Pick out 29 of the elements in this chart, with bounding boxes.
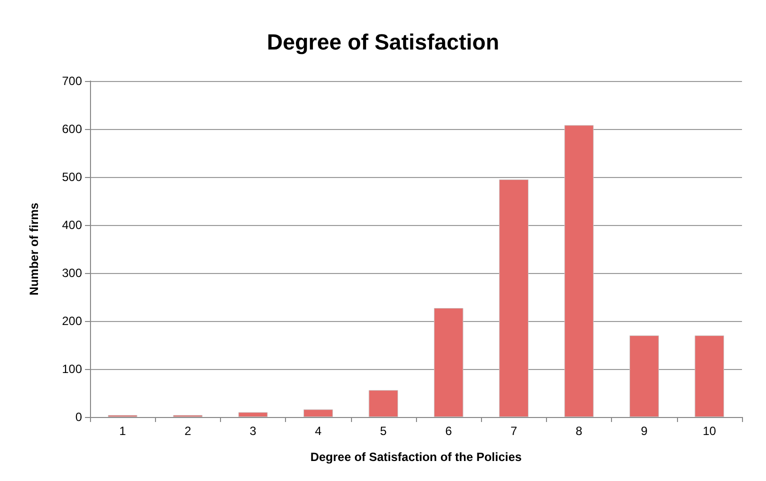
x-tick-label: 3 (250, 424, 257, 438)
bar (499, 179, 528, 417)
x-tick-label: 10 (702, 424, 716, 438)
y-tick-label: 400 (62, 218, 82, 232)
x-tick-label: 6 (445, 424, 452, 438)
y-axis-title: Number of firms (27, 202, 41, 296)
bar (630, 335, 659, 417)
y-tick-label: 0 (75, 410, 82, 424)
y-tick-label: 700 (62, 74, 82, 88)
bar (304, 409, 333, 417)
x-tick-label: 1 (119, 424, 126, 438)
bar (434, 308, 464, 417)
x-tick-label: 5 (380, 424, 388, 438)
y-tick-label: 200 (62, 314, 82, 328)
y-tick-label: 600 (62, 122, 82, 136)
bar (238, 412, 268, 417)
x-tick-label: 4 (314, 424, 322, 438)
bar (368, 390, 398, 417)
chart-title: Degree of Satisfaction (266, 30, 500, 54)
x-tick-label: 7 (510, 424, 518, 438)
bar (564, 125, 594, 417)
x-tick-label: 2 (184, 424, 192, 438)
y-tick-label: 500 (62, 170, 82, 184)
x-tick-label: 9 (640, 424, 648, 438)
x-tick-label: 8 (576, 424, 583, 438)
bar (694, 335, 724, 417)
x-axis-title: Degree of Satisfaction of the Policies (310, 450, 522, 464)
y-tick-label: 300 (62, 266, 82, 280)
y-tick-label: 100 (62, 362, 82, 376)
